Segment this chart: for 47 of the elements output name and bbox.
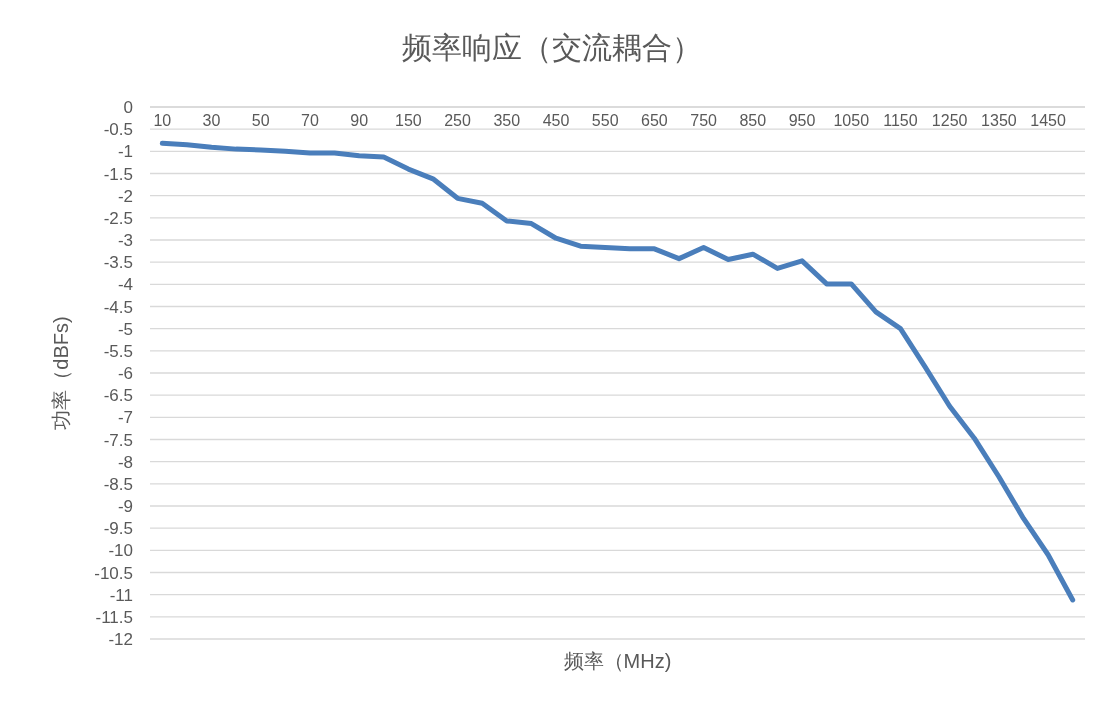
y-tick-label: -2.5	[103, 208, 133, 228]
y-tick-label: -1	[117, 142, 133, 162]
x-tick-label: 1350	[981, 112, 1017, 129]
y-tick-label: -5	[117, 319, 133, 339]
x-tick-label: 1150	[883, 112, 918, 129]
y-tick-label: -4	[117, 275, 133, 295]
y-tick-label: -10.5	[94, 563, 133, 583]
x-tick-label: 10	[153, 112, 172, 129]
y-tick-label: -2	[117, 186, 133, 206]
y-tick-label: -9.5	[103, 519, 133, 539]
x-tick-label: 650	[641, 112, 668, 129]
chart-title: 频率响应（交流耦合）	[401, 31, 702, 64]
x-tick-label: 1050	[833, 112, 870, 129]
y-tick-label: -11.5	[95, 607, 133, 627]
x-tick-label: 850	[739, 112, 767, 129]
x-tick-label: 250	[444, 112, 472, 129]
y-axis-title: 功率（dBFs)	[50, 316, 72, 430]
y-tick-label: -8.5	[103, 474, 133, 494]
x-tick-label: 50	[251, 112, 270, 129]
x-tick-label: 30	[202, 112, 221, 129]
x-tick-label: 1250	[931, 112, 968, 129]
y-tick-label: -8	[117, 452, 133, 472]
x-axis-title: 频率（MHz)	[563, 650, 672, 672]
y-tick-label: -11	[109, 585, 133, 605]
x-tick-label: 350	[493, 112, 521, 129]
x-tick-label: 150	[395, 112, 422, 129]
y-tick-label: -7	[117, 408, 133, 428]
x-tick-label: 90	[350, 112, 369, 129]
y-tick-label: -3.5	[103, 253, 133, 273]
y-tick-label: -9	[117, 497, 133, 516]
y-tick-label: -0.5	[103, 120, 133, 140]
x-tick-label: 450	[542, 112, 570, 129]
y-tick-label: -6	[117, 364, 133, 383]
y-tick-label: -7.5	[103, 430, 133, 450]
y-tick-label: -1.5	[103, 164, 133, 184]
x-tick-label: 750	[690, 112, 718, 129]
x-tick-label: 1450	[1030, 112, 1066, 129]
y-tick-label: -4.5	[103, 297, 133, 317]
y-tick-label: -5.5	[103, 341, 133, 361]
x-tick-label: 950	[788, 112, 816, 129]
y-tick-label: -6.5	[103, 386, 133, 406]
y-tick-label: -3	[117, 231, 133, 250]
y-tick-label: 0	[123, 98, 133, 117]
x-tick-label: 70	[301, 112, 319, 129]
x-tick-label: 550	[591, 112, 619, 129]
y-tick-label: -12	[108, 630, 133, 649]
y-tick-label: -10	[108, 541, 133, 561]
